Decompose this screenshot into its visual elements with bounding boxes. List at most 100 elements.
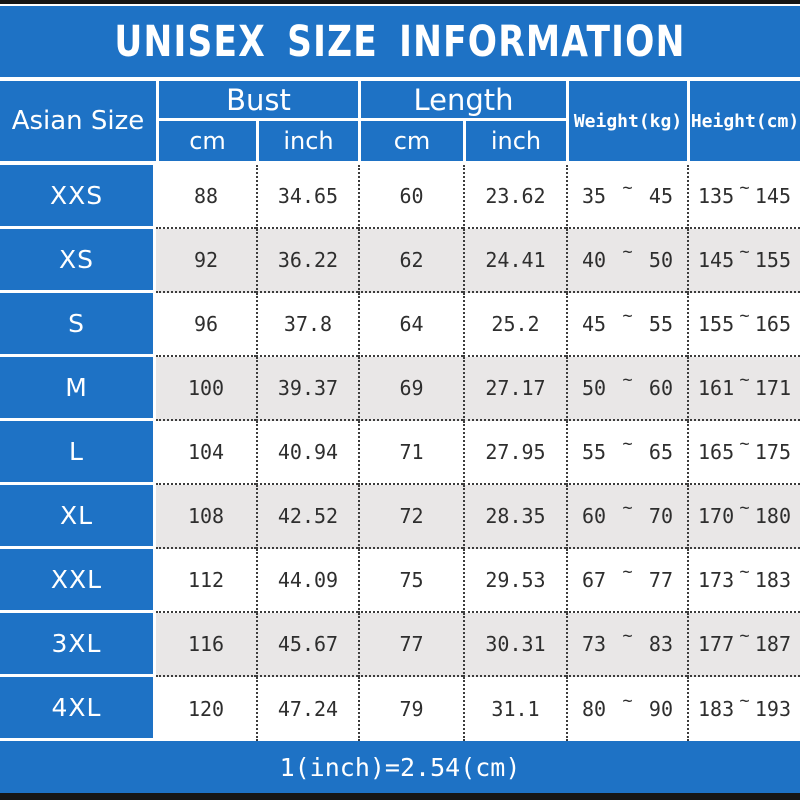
height-min: 165 bbox=[698, 440, 735, 464]
size-label: S bbox=[0, 293, 156, 357]
weight-range: 50 ~ 60 bbox=[566, 357, 687, 421]
tilde-separator: ~ bbox=[739, 178, 750, 198]
weight-range: 67 ~ 77 bbox=[566, 549, 687, 613]
weight-min: 55 bbox=[582, 440, 607, 464]
table-row: XXL 112 44.09 75 29.53 67 ~ 77 173 ~ 183 bbox=[0, 549, 800, 613]
length-cm-value: 60 bbox=[358, 165, 463, 229]
bust-inch-value: 34.65 bbox=[256, 165, 358, 229]
title-band: UNISEX SIZE INFORMATION bbox=[0, 6, 800, 77]
bust-cm-value: 96 bbox=[156, 293, 256, 357]
bust-cm-value: 120 bbox=[156, 677, 256, 741]
height-max: 183 bbox=[754, 568, 791, 592]
length-inch-value: 23.62 bbox=[463, 165, 566, 229]
bottom-border-bar bbox=[0, 793, 800, 800]
height-min: 135 bbox=[698, 184, 735, 208]
tilde-separator: ~ bbox=[622, 370, 633, 390]
length-cm-value: 72 bbox=[358, 485, 463, 549]
table-row: XXS 88 34.65 60 23.62 35 ~ 45 135 ~ 145 bbox=[0, 165, 800, 229]
height-range: 155 ~ 165 bbox=[687, 293, 800, 357]
header-height-cm: Height(cm) bbox=[687, 81, 800, 161]
header-bust-inch: inch bbox=[256, 121, 358, 161]
height-min: 170 bbox=[698, 504, 735, 528]
table-row: M 100 39.37 69 27.17 50 ~ 60 161 ~ 171 bbox=[0, 357, 800, 421]
bust-cm-value: 108 bbox=[156, 485, 256, 549]
table-row: 4XL 120 47.24 79 31.1 80 ~ 90 183 ~ 193 bbox=[0, 677, 800, 741]
length-inch-value: 31.1 bbox=[463, 677, 566, 741]
height-range: 145 ~ 155 bbox=[687, 229, 800, 293]
weight-range: 73 ~ 83 bbox=[566, 613, 687, 677]
height-max: 193 bbox=[754, 697, 791, 721]
top-hairline bbox=[0, 4, 800, 6]
height-range: 177 ~ 187 bbox=[687, 613, 800, 677]
header-length: Length bbox=[358, 81, 566, 121]
tilde-separator: ~ bbox=[739, 626, 750, 646]
weight-range: 45 ~ 55 bbox=[566, 293, 687, 357]
tilde-separator: ~ bbox=[739, 691, 750, 711]
length-inch-value: 27.95 bbox=[463, 421, 566, 485]
tilde-separator: ~ bbox=[739, 562, 750, 582]
height-range: 161 ~ 171 bbox=[687, 357, 800, 421]
bust-inch-value: 42.52 bbox=[256, 485, 358, 549]
tilde-separator: ~ bbox=[739, 242, 750, 262]
bust-inch-value: 36.22 bbox=[256, 229, 358, 293]
height-max: 171 bbox=[754, 376, 791, 400]
height-min: 183 bbox=[698, 697, 735, 721]
tilde-separator: ~ bbox=[622, 562, 633, 582]
bust-cm-value: 104 bbox=[156, 421, 256, 485]
weight-max: 90 bbox=[648, 697, 673, 721]
height-min: 145 bbox=[698, 248, 735, 272]
bust-inch-value: 47.24 bbox=[256, 677, 358, 741]
length-inch-value: 27.17 bbox=[463, 357, 566, 421]
weight-min: 67 bbox=[582, 568, 607, 592]
size-label: XXS bbox=[0, 165, 156, 229]
size-table-body: XXS 88 34.65 60 23.62 35 ~ 45 135 ~ 145 … bbox=[0, 165, 800, 741]
height-max: 155 bbox=[754, 248, 791, 272]
height-min: 155 bbox=[698, 312, 735, 336]
height-max: 145 bbox=[754, 184, 791, 208]
top-border-bar bbox=[0, 0, 800, 4]
tilde-separator: ~ bbox=[739, 306, 750, 326]
bust-cm-value: 100 bbox=[156, 357, 256, 421]
tilde-separator: ~ bbox=[622, 691, 633, 711]
size-label: 4XL bbox=[0, 677, 156, 741]
header-bust: Bust bbox=[156, 81, 358, 121]
table-row: S 96 37.8 64 25.2 45 ~ 55 155 ~ 165 bbox=[0, 293, 800, 357]
tilde-separator: ~ bbox=[622, 434, 633, 454]
tilde-separator: ~ bbox=[622, 178, 633, 198]
height-max: 165 bbox=[754, 312, 791, 336]
table-header: Asian Size Bust Length Weight(kg) Height… bbox=[0, 81, 800, 161]
height-range: 165 ~ 175 bbox=[687, 421, 800, 485]
weight-range: 80 ~ 90 bbox=[566, 677, 687, 741]
size-label: M bbox=[0, 357, 156, 421]
weight-min: 45 bbox=[582, 312, 607, 336]
length-cm-value: 79 bbox=[358, 677, 463, 741]
height-max: 180 bbox=[754, 504, 791, 528]
size-label: XS bbox=[0, 229, 156, 293]
length-inch-value: 24.41 bbox=[463, 229, 566, 293]
divider bbox=[0, 77, 800, 81]
length-cm-value: 77 bbox=[358, 613, 463, 677]
length-cm-value: 62 bbox=[358, 229, 463, 293]
height-max: 175 bbox=[754, 440, 791, 464]
length-cm-value: 75 bbox=[358, 549, 463, 613]
length-inch-value: 30.31 bbox=[463, 613, 566, 677]
weight-range: 60 ~ 70 bbox=[566, 485, 687, 549]
weight-range: 35 ~ 45 bbox=[566, 165, 687, 229]
tilde-separator: ~ bbox=[622, 498, 633, 518]
weight-min: 73 bbox=[582, 632, 607, 656]
weight-max: 60 bbox=[648, 376, 673, 400]
header-weight-kg: Weight(kg) bbox=[566, 81, 687, 161]
tilde-separator: ~ bbox=[622, 242, 633, 262]
weight-min: 35 bbox=[582, 184, 607, 208]
weight-max: 65 bbox=[648, 440, 673, 464]
weight-max: 77 bbox=[648, 568, 673, 592]
size-label: L bbox=[0, 421, 156, 485]
length-inch-value: 25.2 bbox=[463, 293, 566, 357]
weight-range: 55 ~ 65 bbox=[566, 421, 687, 485]
tilde-separator: ~ bbox=[622, 626, 633, 646]
weight-max: 55 bbox=[648, 312, 673, 336]
length-cm-value: 69 bbox=[358, 357, 463, 421]
length-inch-value: 28.35 bbox=[463, 485, 566, 549]
divider bbox=[0, 161, 800, 165]
